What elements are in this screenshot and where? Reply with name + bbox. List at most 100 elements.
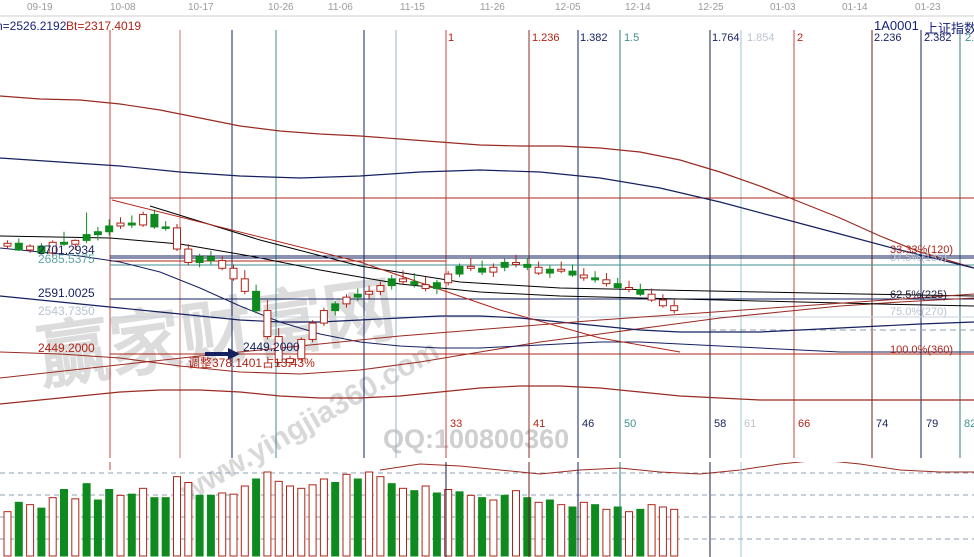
candle-body xyxy=(478,267,487,273)
volume-bar xyxy=(376,476,385,557)
candle-body xyxy=(444,273,453,284)
volume-bar xyxy=(478,497,487,557)
volume-bar xyxy=(26,504,35,557)
candle-body xyxy=(557,268,566,272)
ratio-marker-label: 1.5 xyxy=(624,32,640,44)
volume-bar xyxy=(568,506,577,557)
price-level-label: 2701.2934 xyxy=(38,243,95,257)
price-level-label: 2685.5375 xyxy=(38,252,95,266)
volume-bar xyxy=(613,506,622,557)
volume-bar xyxy=(444,489,453,557)
candle-body xyxy=(14,242,23,251)
ratio-marker-label: 2 xyxy=(797,32,804,44)
ratio-marker-label: 1.764 xyxy=(712,32,740,44)
candle-body xyxy=(139,213,148,226)
candle-body xyxy=(206,256,215,262)
candle-body xyxy=(466,265,475,269)
fib-level-label: 62.5%(225) xyxy=(890,289,947,301)
low-value-annotation: 2449.2000 xyxy=(243,340,300,354)
volume-bar xyxy=(116,494,125,557)
volume-bar xyxy=(602,508,611,557)
volume-bar xyxy=(365,471,374,557)
bt-label: Bt=2317.4019 xyxy=(66,19,142,33)
volume-bar xyxy=(127,493,136,557)
volume-bar xyxy=(308,484,317,557)
volume-bar xyxy=(274,480,283,557)
candle-body xyxy=(489,266,498,273)
candle-body xyxy=(523,263,532,268)
date-label: 01-23 xyxy=(915,2,941,13)
volume-bar xyxy=(636,508,645,557)
volume-bar xyxy=(286,485,294,557)
bar-count-label: 41 xyxy=(533,418,546,430)
fib-level-label: 100.0%(360) xyxy=(890,344,953,356)
volume-bar xyxy=(625,511,633,557)
adjust-annotation: 调整378.1401占13.43% xyxy=(188,356,315,370)
volume-bar xyxy=(252,478,261,557)
candle-body xyxy=(579,274,588,279)
candle-body xyxy=(455,265,464,275)
candle-body xyxy=(399,278,407,283)
volume-bar xyxy=(263,471,272,557)
date-label: 12-14 xyxy=(625,2,651,13)
volume-bar xyxy=(523,497,532,557)
volume-bar xyxy=(534,501,543,557)
volume-bar xyxy=(48,497,57,557)
candle-body xyxy=(127,222,136,226)
volume-bar xyxy=(319,478,328,557)
candle-body xyxy=(602,279,611,285)
ratio-marker-label: 1.236 xyxy=(532,32,560,44)
date-label: 11-26 xyxy=(480,2,505,13)
bar-count-label: 66 xyxy=(798,418,811,430)
candle-body xyxy=(534,266,543,274)
volume-ma-line xyxy=(379,462,974,475)
symbol-code: 1A0001 xyxy=(874,18,919,33)
date-label: 10-08 xyxy=(110,2,136,13)
ratio-marker-label: 2.382 xyxy=(924,32,952,44)
candle-body xyxy=(195,256,204,264)
volume-series xyxy=(3,471,679,557)
volume-bar xyxy=(82,483,91,557)
price-level-label: 2543.7350 xyxy=(38,304,95,318)
ratio-marker-label: 1.382 xyxy=(580,32,608,44)
date-label: 10-17 xyxy=(188,2,214,13)
volume-bar xyxy=(60,489,68,557)
volume-bar xyxy=(387,483,396,557)
volume-bar xyxy=(399,487,407,557)
date-label: 11-15 xyxy=(400,2,425,13)
volume-bar xyxy=(161,497,170,557)
volume-bar xyxy=(71,498,80,557)
volume-bar xyxy=(658,506,667,557)
candle-body xyxy=(591,277,600,281)
bar-count-label: 58 xyxy=(714,418,727,430)
symbol-name: 上证指数 xyxy=(925,21,974,36)
volume-bar xyxy=(512,490,520,557)
volume-bar xyxy=(500,494,509,557)
qq-watermark: QQ:100800360 xyxy=(383,424,570,454)
candle-body xyxy=(625,287,633,290)
volume-bar xyxy=(37,507,46,557)
price-level-label: 2591.0025 xyxy=(38,286,95,300)
volume-bar xyxy=(14,501,23,557)
volume-bar xyxy=(353,478,362,557)
fib-level-label: 33.33%(120) xyxy=(890,244,953,256)
candle-body xyxy=(26,245,35,251)
volume-bar xyxy=(670,508,679,557)
candle-body xyxy=(432,282,441,289)
candle-body xyxy=(150,213,159,228)
candle-body xyxy=(545,268,554,274)
date-label: 10-26 xyxy=(268,2,294,13)
candle-body xyxy=(568,270,577,276)
candle-body xyxy=(410,281,419,286)
volume-bar xyxy=(489,499,498,557)
volume-bar xyxy=(93,499,102,557)
candle-body xyxy=(613,283,622,288)
date-label: 09-19 xyxy=(27,2,53,13)
bn-label: n=2526.2192 xyxy=(0,19,67,33)
candle-body xyxy=(93,231,102,236)
volume-bar xyxy=(579,501,588,557)
volume-bar xyxy=(557,504,566,557)
volume-bar xyxy=(105,489,114,557)
candle-body xyxy=(647,293,656,301)
volume-bar xyxy=(421,485,430,557)
